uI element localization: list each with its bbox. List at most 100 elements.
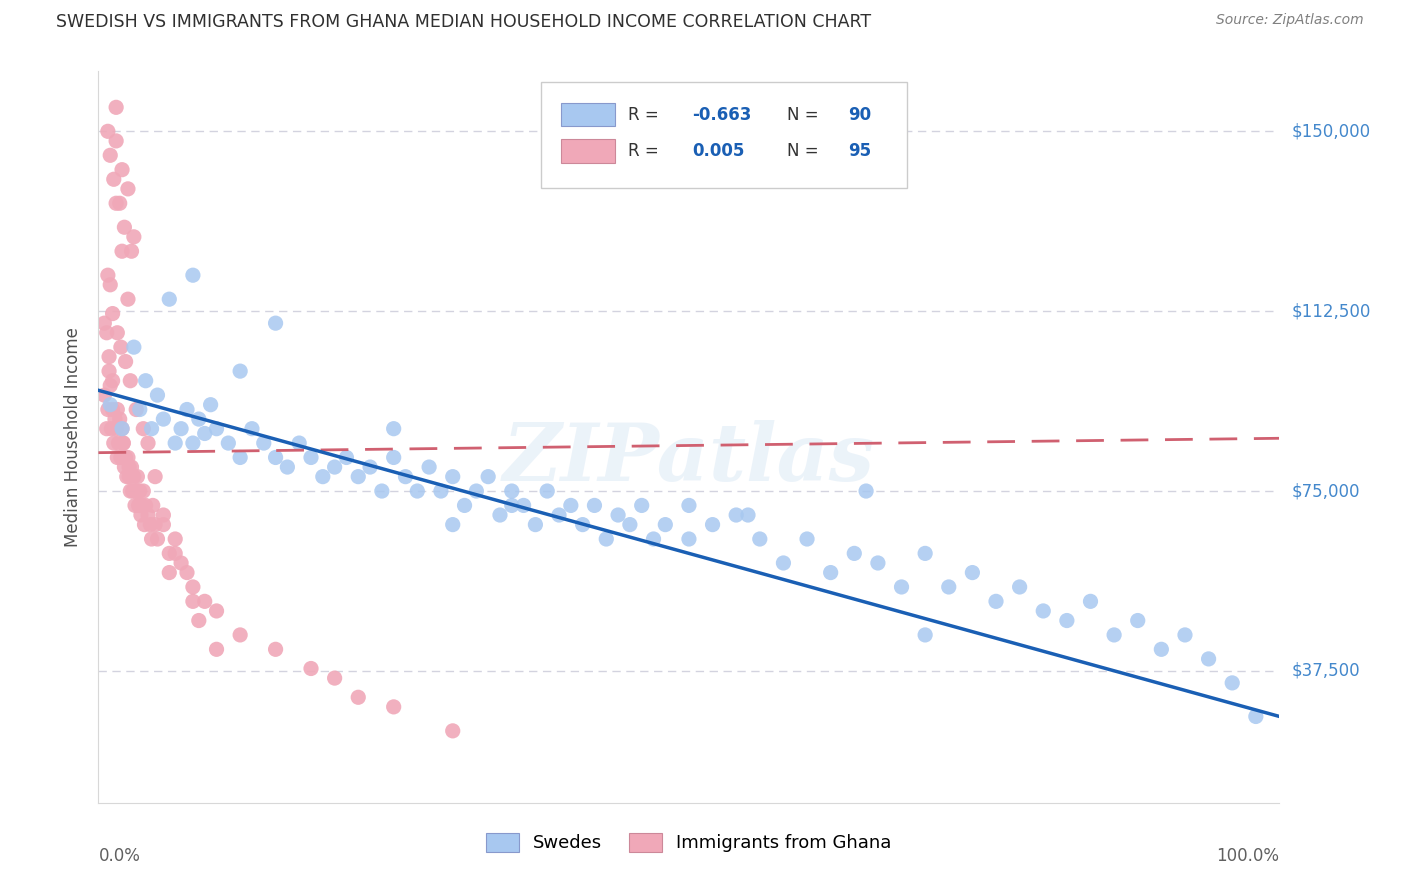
Point [276,460,298,475]
Point [157,546,180,560]
Point [121,483,143,498]
Point [101,402,124,417]
Point [702,517,724,532]
Point [312,469,335,483]
Point [157,566,180,580]
Point [441,517,464,532]
Point [114,354,136,368]
Point [264,316,287,330]
Point [382,422,405,436]
Point [112,460,135,475]
Point [501,499,523,513]
Point [136,436,159,450]
Point [128,499,150,513]
Point [98,277,121,292]
Point [110,450,132,465]
Point [607,508,630,522]
Point [299,450,322,465]
Point [152,508,174,522]
Point [194,426,217,441]
Point [139,517,162,532]
Point [1198,652,1220,666]
Text: Source: ZipAtlas.com: Source: ZipAtlas.com [1216,13,1364,28]
Point [229,450,252,465]
Text: N =: N = [787,105,824,123]
Point [146,388,169,402]
Point [866,556,889,570]
Point [105,326,128,340]
Point [98,378,121,392]
Point [118,469,141,483]
Text: R =: R = [627,105,664,123]
Text: $150,000: $150,000 [1291,122,1371,140]
Point [630,499,652,513]
Point [152,517,174,532]
Point [118,460,141,475]
Point [114,450,136,465]
Point [152,412,174,426]
Point [96,422,118,436]
Point [855,483,877,498]
Point [120,483,142,498]
Point [122,340,145,354]
Point [165,532,187,546]
Point [187,614,209,628]
Point [595,532,617,546]
Point [181,268,204,283]
Point [170,556,193,570]
Point [165,546,187,560]
Point [104,412,127,426]
Point [323,460,346,475]
Point [96,326,118,340]
Point [382,699,405,714]
Point [108,412,131,426]
Point [1150,642,1173,657]
Point [121,244,143,259]
Point [125,483,148,498]
Point [127,469,149,483]
Text: $112,500: $112,500 [1291,302,1371,320]
Point [205,422,228,436]
Point [103,436,125,450]
Point [111,162,134,177]
Point [111,422,134,436]
Text: R =: R = [627,142,664,160]
Point [111,422,134,436]
Point [115,469,138,483]
Point [678,532,700,546]
Point [323,671,346,685]
Point [347,469,370,483]
Point [105,134,128,148]
Point [489,508,512,522]
Point [359,460,381,475]
Point [146,532,169,546]
Point [117,292,139,306]
Point [501,483,523,498]
Point [181,580,204,594]
Text: SWEDISH VS IMMIGRANTS FROM GHANA MEDIAN HOUSEHOLD INCOME CORRELATION CHART: SWEDISH VS IMMIGRANTS FROM GHANA MEDIAN … [56,13,872,31]
Point [536,483,558,498]
Point [229,364,252,378]
Point [101,374,124,388]
Point [1008,580,1031,594]
Point [643,532,665,546]
Point [120,374,142,388]
Point [512,499,534,513]
Point [619,517,641,532]
Point [229,628,252,642]
Point [524,517,547,532]
Point [121,460,143,475]
Point [820,566,842,580]
Point [299,661,322,675]
Point [141,422,163,436]
Point [117,182,139,196]
Point [453,499,475,513]
Point [103,172,125,186]
Point [725,508,748,522]
Point [108,196,131,211]
Point [962,566,984,580]
Point [240,422,263,436]
Legend: Swedes, Immigrants from Ghana: Swedes, Immigrants from Ghana [479,826,898,860]
Point [135,374,157,388]
Point [984,594,1007,608]
